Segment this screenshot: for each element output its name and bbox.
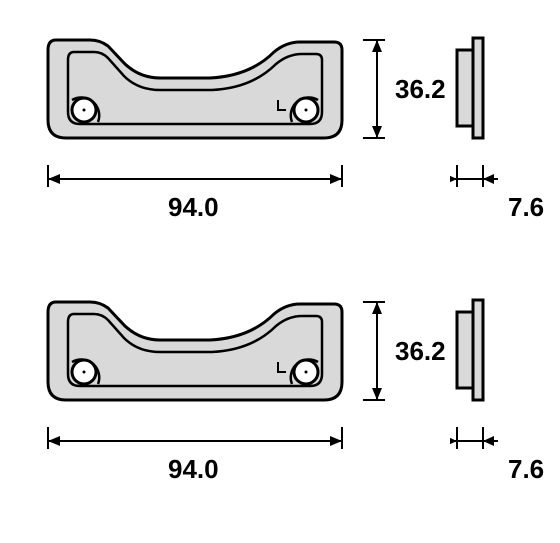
pad-front-view — [30, 292, 360, 422]
pad-group-top: 36.2 94.0 7.6 — [0, 30, 560, 260]
pad-side-view — [450, 30, 500, 160]
pad-group-bottom: 36.2 94.0 7.6 — [0, 292, 560, 522]
pad-front-view — [30, 30, 360, 160]
width-label: 94.0 — [168, 454, 219, 485]
thickness-label: 7.6 — [508, 454, 544, 485]
brake-pad-diagram: 36.2 94.0 7.6 — [0, 0, 560, 543]
pad-side-view — [450, 292, 500, 422]
height-label: 36.2 — [395, 74, 446, 105]
width-label: 94.0 — [168, 192, 219, 223]
height-label: 36.2 — [395, 336, 446, 367]
thickness-label: 7.6 — [508, 192, 544, 223]
